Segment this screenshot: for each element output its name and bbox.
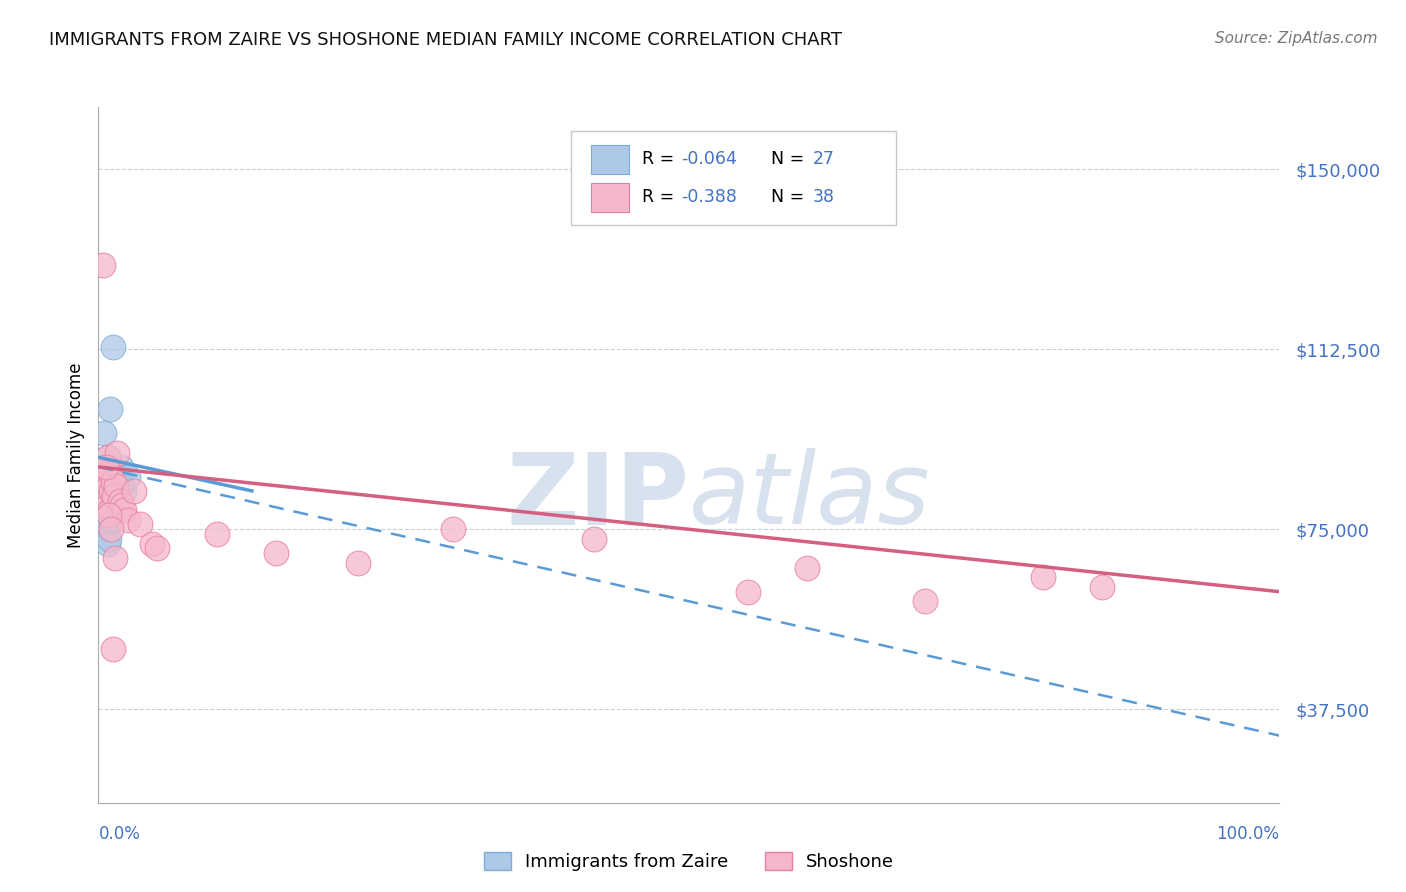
Text: Source: ZipAtlas.com: Source: ZipAtlas.com: [1215, 31, 1378, 46]
Point: [1032, 570, 1054, 584]
Legend: Immigrants from Zaire, Shoshone: Immigrants from Zaire, Shoshone: [477, 846, 901, 879]
Point: [737, 584, 759, 599]
Point: [98, 503, 121, 517]
Point: [98, 469, 121, 483]
Text: 100.0%: 100.0%: [1216, 825, 1279, 843]
Text: N =: N =: [759, 188, 810, 206]
Point: [91, 475, 114, 489]
FancyBboxPatch shape: [591, 183, 628, 212]
Point: [128, 517, 150, 532]
Point: [101, 642, 124, 657]
Point: [101, 475, 124, 489]
Point: [110, 459, 132, 474]
Point: [96, 459, 118, 474]
Point: [141, 537, 163, 551]
Text: R =: R =: [641, 188, 679, 206]
Point: [98, 479, 121, 493]
Point: [101, 340, 124, 354]
Point: [914, 594, 936, 608]
Point: [93, 459, 115, 474]
Point: [96, 522, 118, 536]
Point: [101, 489, 124, 503]
Text: atlas: atlas: [689, 448, 931, 545]
Point: [94, 498, 117, 512]
Point: [98, 402, 121, 417]
Point: [112, 503, 135, 517]
Point: [100, 513, 122, 527]
Point: [98, 503, 121, 517]
Text: -0.064: -0.064: [681, 150, 737, 169]
Point: [98, 479, 121, 493]
Y-axis label: Median Family Income: Median Family Income: [66, 362, 84, 548]
Point: [93, 508, 115, 522]
Point: [111, 498, 134, 512]
Point: [97, 498, 120, 512]
Point: [96, 489, 118, 503]
Text: 38: 38: [813, 188, 835, 206]
Point: [103, 498, 125, 512]
Point: [100, 483, 122, 498]
Point: [97, 537, 120, 551]
Point: [104, 551, 127, 566]
Point: [347, 556, 370, 570]
Point: [112, 483, 135, 498]
Point: [108, 469, 131, 483]
Point: [108, 493, 131, 508]
Point: [583, 532, 606, 546]
Point: [91, 259, 114, 273]
Text: 0.0%: 0.0%: [98, 825, 141, 843]
Point: [105, 465, 128, 479]
Point: [122, 483, 145, 498]
FancyBboxPatch shape: [571, 131, 896, 226]
Point: [105, 475, 128, 489]
Point: [97, 450, 120, 465]
Text: R =: R =: [641, 150, 679, 169]
Point: [104, 483, 127, 498]
Point: [94, 469, 117, 483]
Point: [205, 527, 228, 541]
Point: [94, 459, 117, 474]
Text: N =: N =: [759, 150, 810, 169]
Point: [100, 522, 122, 536]
Point: [107, 493, 129, 508]
Text: ZIP: ZIP: [506, 448, 689, 545]
Point: [98, 532, 121, 546]
Point: [97, 450, 120, 465]
Point: [91, 475, 114, 489]
Point: [98, 508, 121, 522]
Point: [441, 522, 464, 536]
Point: [103, 489, 125, 503]
Text: 27: 27: [813, 150, 835, 169]
Point: [117, 469, 139, 483]
Point: [98, 465, 121, 479]
Text: IMMIGRANTS FROM ZAIRE VS SHOSHONE MEDIAN FAMILY INCOME CORRELATION CHART: IMMIGRANTS FROM ZAIRE VS SHOSHONE MEDIAN…: [49, 31, 842, 49]
Point: [117, 513, 139, 527]
Point: [91, 489, 114, 503]
Point: [105, 479, 128, 493]
FancyBboxPatch shape: [591, 145, 628, 174]
Text: -0.388: -0.388: [681, 188, 737, 206]
Point: [1091, 580, 1114, 594]
Point: [111, 479, 134, 493]
Point: [105, 445, 128, 459]
Point: [796, 560, 818, 574]
Point: [93, 426, 115, 441]
Point: [146, 541, 169, 556]
Point: [264, 546, 287, 560]
